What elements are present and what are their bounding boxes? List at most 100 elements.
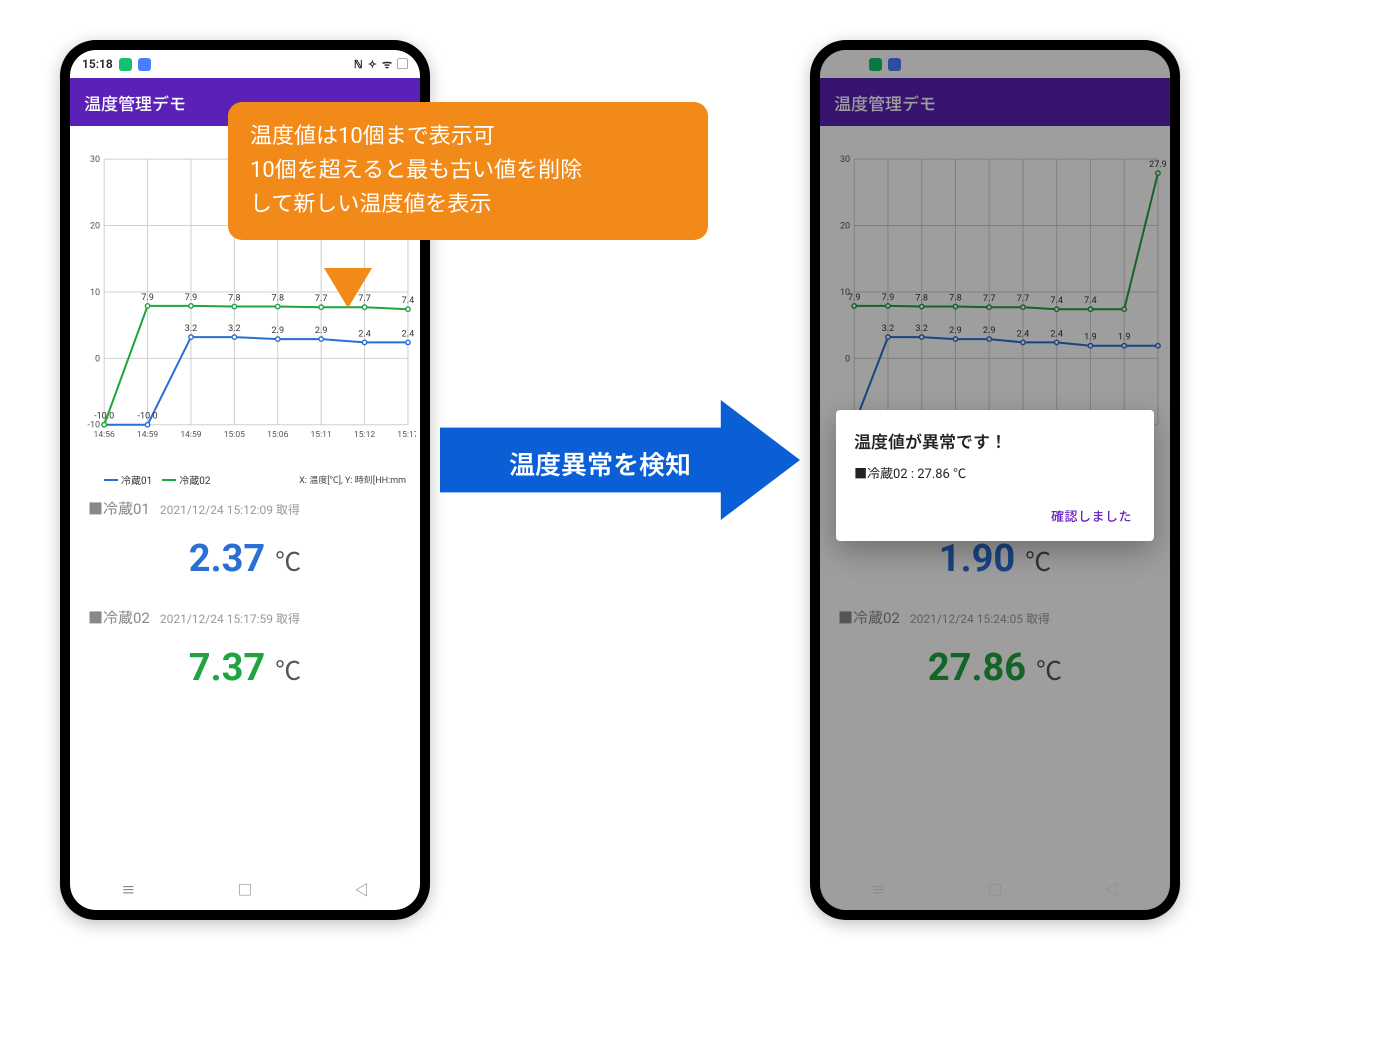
svg-text:7.7: 7.7 — [1017, 294, 1030, 304]
status-bar: 15:24 ℕ ✧ ᯤ ▣ ▭ — [820, 50, 1170, 78]
svg-text:30: 30 — [90, 155, 100, 165]
callout-line3: して新しい温度値を表示 — [250, 188, 686, 222]
svg-text:15:05: 15:05 — [224, 430, 245, 440]
nav-back-icon[interactable]: ◁ — [1105, 880, 1119, 900]
svg-text:7.7: 7.7 — [983, 294, 996, 304]
phone-right-screen: 15:24 ℕ ✧ ᯤ ▣ ▭ 温度管理デモ -100102030143.23.… — [820, 50, 1170, 910]
svg-text:-10.0: -10.0 — [138, 412, 158, 422]
vibrate-icon: ✧ — [368, 58, 377, 71]
svg-text:15:17: 15:17 — [397, 430, 416, 440]
reading-1-time: 2021/12/24 15:12:09 取得 — [160, 501, 300, 518]
nav-bar: ≡ □ ◁ — [70, 870, 420, 910]
svg-text:-10.0: -10.0 — [94, 412, 114, 422]
svg-text:27.9: 27.9 — [1149, 160, 1166, 170]
dialog-body: ■冷蔵02 : 27.86 ℃ — [854, 463, 1136, 482]
nfc-icon: ℕ — [354, 58, 363, 71]
svg-text:2.9: 2.9 — [949, 326, 962, 336]
stage: 15:18 ℕ ✧ ᯤ ▢ 温度管理デモ -10010203014:5614:5… — [0, 0, 1400, 1054]
nav-home-icon[interactable]: □ — [988, 880, 1002, 900]
reading-2-time: 2021/12/24 15:17:59 取得 — [160, 610, 300, 627]
reading-2: ■冷蔵02 2021/12/24 15:24:05 取得 27.86 ℃ — [838, 607, 1152, 690]
reading-1: ■冷蔵01 2021/12/24 15:12:09 取得 2.37 ℃ — [88, 498, 402, 581]
app-bar: 温度管理デモ — [820, 78, 1170, 126]
vibrate-icon: ✧ — [1102, 58, 1111, 71]
svg-text:7.4: 7.4 — [1084, 296, 1097, 306]
svg-text:1.9: 1.9 — [1118, 333, 1131, 343]
app-title: 温度管理デモ — [834, 90, 936, 115]
svg-text:2.9: 2.9 — [315, 326, 328, 336]
rotate-icon: ▣ — [1132, 56, 1143, 72]
svg-text:7.8: 7.8 — [228, 294, 241, 304]
callout-tail — [324, 268, 372, 308]
reading-1-value: 2.37 — [189, 537, 265, 581]
svg-text:15:06: 15:06 — [267, 430, 288, 440]
svg-text:10: 10 — [90, 288, 100, 298]
nav-bar: ≡ □ ◁ — [820, 870, 1170, 910]
svg-text:14:59: 14:59 — [137, 430, 158, 440]
axis-caption: X: 温度[℃], Y: 時刻[HH:mm — [299, 473, 410, 486]
svg-text:14:56: 14:56 — [94, 430, 115, 440]
wifi-icon: ᯤ — [382, 57, 392, 72]
reading-2-unit: ℃ — [275, 651, 301, 688]
svg-text:1.9: 1.9 — [1084, 333, 1097, 343]
reading-2-label: ■冷蔵02 — [838, 607, 900, 628]
phone-right: 15:24 ℕ ✧ ᯤ ▣ ▭ 温度管理デモ -100102030143.23.… — [810, 40, 1180, 920]
svg-text:2.4: 2.4 — [1050, 329, 1063, 339]
svg-text:7.9: 7.9 — [141, 293, 154, 303]
svg-text:7.8: 7.8 — [915, 294, 928, 304]
svg-text:15:12: 15:12 — [354, 430, 375, 440]
svg-text:2.9: 2.9 — [983, 326, 996, 336]
svg-text:3.2: 3.2 — [882, 324, 895, 334]
svg-text:0: 0 — [95, 354, 100, 364]
reading-1-unit: ℃ — [1025, 542, 1051, 579]
wifi-icon: ᯤ — [1117, 57, 1127, 72]
svg-text:20: 20 — [840, 222, 850, 232]
callout-bubble: 温度値は10個まで表示可 10個を超えると最も古い値を削除 して新しい温度値を表… — [228, 102, 708, 240]
legend-label-1: 冷蔵01 — [121, 472, 152, 487]
status-bar: 15:18 ℕ ✧ ᯤ ▢ — [70, 50, 420, 78]
svg-text:3.2: 3.2 — [915, 324, 928, 334]
dialog-title: 温度値が異常です！ — [854, 428, 1136, 453]
reading-2-label: ■冷蔵02 — [88, 607, 150, 628]
reading-2-value: 7.37 — [189, 646, 265, 690]
reading-2-time: 2021/12/24 15:24:05 取得 — [910, 610, 1050, 627]
nfc-icon: ℕ — [1089, 58, 1098, 71]
status-chip-2 — [888, 58, 901, 71]
nav-recent-icon[interactable]: ≡ — [871, 880, 885, 900]
status-chip-2 — [138, 58, 151, 71]
reading-1-label: ■冷蔵01 — [88, 498, 150, 519]
battery-icon: ▢ — [397, 56, 408, 72]
svg-text:2.4: 2.4 — [1017, 329, 1030, 339]
callout-line1: 温度値は10個まで表示可 — [250, 120, 686, 154]
nav-home-icon[interactable]: □ — [238, 880, 252, 900]
svg-text:7.9: 7.9 — [882, 293, 895, 303]
status-time: 15:18 — [82, 57, 113, 71]
svg-text:7.4: 7.4 — [402, 296, 415, 306]
legend-swatch-2 — [162, 479, 176, 481]
svg-text:20: 20 — [90, 222, 100, 232]
nav-recent-icon[interactable]: ≡ — [121, 880, 135, 900]
svg-text:7.8: 7.8 — [949, 294, 962, 304]
flow-arrow: 温度異常を検知 — [440, 400, 800, 520]
svg-text:15:11: 15:11 — [311, 430, 332, 440]
status-chip-1 — [869, 58, 882, 71]
alert-dialog: 温度値が異常です！ ■冷蔵02 : 27.86 ℃ 確認しました — [836, 410, 1154, 541]
app-title: 温度管理デモ — [84, 90, 186, 115]
readings-left: ■冷蔵01 2021/12/24 15:12:09 取得 2.37 ℃ ■冷蔵0… — [70, 474, 420, 730]
legend-swatch-1 — [104, 479, 118, 481]
nav-back-icon[interactable]: ◁ — [355, 880, 369, 900]
svg-text:7.9: 7.9 — [848, 293, 861, 303]
svg-text:2.4: 2.4 — [402, 329, 415, 339]
svg-text:30: 30 — [840, 155, 850, 165]
battery-icon: ▭ — [1148, 58, 1158, 71]
svg-text:3.2: 3.2 — [228, 324, 241, 334]
svg-text:14:59: 14:59 — [180, 430, 201, 440]
legend-label-2: 冷蔵02 — [179, 472, 210, 487]
dialog-confirm-button[interactable]: 確認しました — [1047, 500, 1136, 531]
reading-2-unit: ℃ — [1036, 651, 1062, 688]
svg-text:7.8: 7.8 — [271, 294, 284, 304]
status-time: 15:24 — [832, 57, 863, 71]
svg-text:3.2: 3.2 — [185, 324, 198, 334]
svg-text:7.9: 7.9 — [185, 293, 198, 303]
status-chip-1 — [119, 58, 132, 71]
